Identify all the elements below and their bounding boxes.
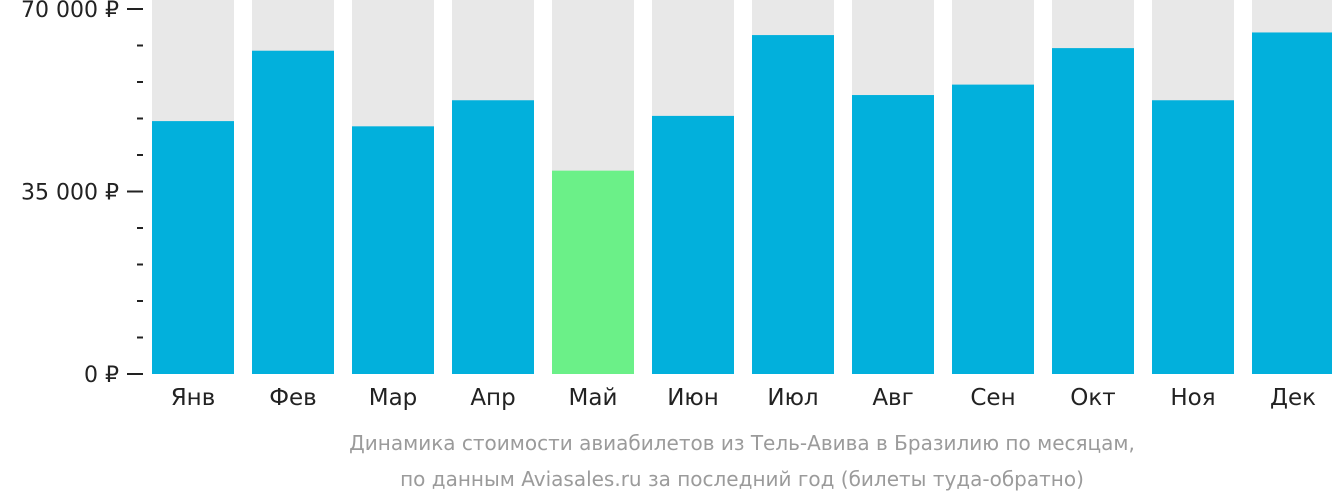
x-tick-label: Июл <box>767 385 818 411</box>
y-axis: 0 ₽ 35 000 ₽ 70 000 ₽ <box>21 0 143 388</box>
bar <box>552 170 634 374</box>
x-tick-label: Мар <box>369 385 418 411</box>
x-tick-label: Авг <box>872 385 913 411</box>
y-tick-label: 35 000 ₽ <box>21 181 119 206</box>
bar <box>652 115 734 375</box>
x-tick-label: Ноя <box>1170 385 1215 411</box>
x-tick-label: Янв <box>171 385 216 411</box>
x-tick-label: Фев <box>269 385 317 411</box>
x-tick-label: Июн <box>667 385 719 411</box>
x-tick-label: Окт <box>1070 385 1115 411</box>
y-tick-label: 0 ₽ <box>84 363 119 388</box>
bar <box>352 126 434 374</box>
bars <box>152 32 1332 375</box>
y-tick-label: 70 000 ₽ <box>21 0 119 23</box>
bar <box>1052 48 1134 374</box>
bar <box>752 35 834 374</box>
x-tick-label: Дек <box>1270 385 1316 411</box>
bar <box>452 100 534 374</box>
bar <box>152 121 234 374</box>
bar <box>852 95 934 375</box>
x-tick-label: Май <box>569 385 618 411</box>
caption-line-2: по данным Aviasales.ru за последний год … <box>400 467 1084 491</box>
bar <box>252 50 334 374</box>
x-axis-labels: Янв Фев Мар Апр Май Июн Июл Авг Сен Окт Ноя Дек <box>171 385 1316 411</box>
x-tick-label: Апр <box>470 385 515 411</box>
bar <box>1152 100 1234 374</box>
x-tick-label: Сен <box>970 385 1015 411</box>
bar <box>1252 32 1332 374</box>
caption-line-1: Динамика стоимости авиабилетов из Тель-А… <box>349 431 1135 455</box>
bar <box>952 84 1034 374</box>
